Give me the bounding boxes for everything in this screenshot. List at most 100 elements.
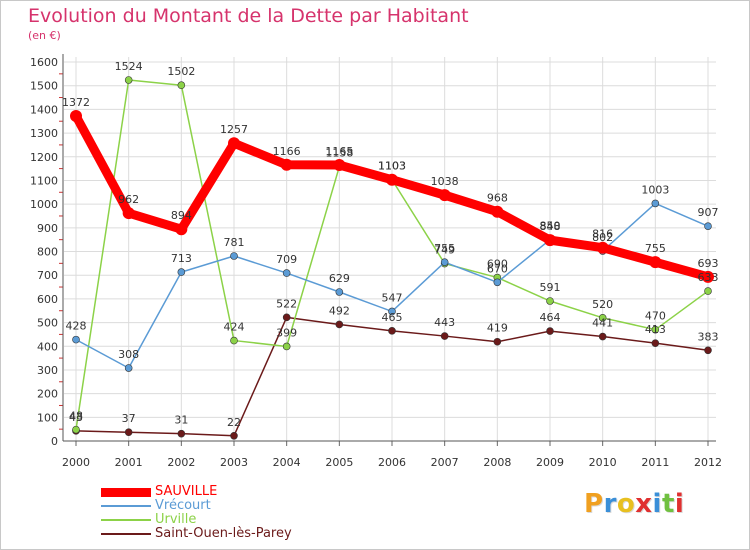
data-point bbox=[230, 431, 238, 440]
legend-label: Vrécourt bbox=[155, 498, 211, 513]
x-tick-label: 2000 bbox=[62, 456, 90, 469]
x-tick-label: 2006 bbox=[378, 456, 406, 469]
data-point bbox=[70, 110, 82, 123]
data-label: 968 bbox=[487, 192, 508, 205]
data-label: 22 bbox=[227, 416, 241, 429]
x-tick-label: 2003 bbox=[220, 456, 248, 469]
logo-letter: i bbox=[652, 489, 662, 519]
data-point bbox=[388, 307, 396, 316]
y-tick-label: 300 bbox=[37, 364, 58, 377]
data-point bbox=[177, 81, 186, 90]
x-tick-label: 2004 bbox=[273, 456, 301, 469]
data-label: 1158 bbox=[325, 147, 353, 160]
x-tick-label: 2011 bbox=[641, 456, 669, 469]
data-label: 522 bbox=[276, 297, 297, 310]
data-label: 48 bbox=[69, 410, 83, 423]
data-label: 850 bbox=[540, 220, 561, 233]
logo-letter: P bbox=[584, 489, 604, 519]
data-label: 690 bbox=[487, 258, 508, 271]
legend-swatch bbox=[101, 487, 151, 497]
data-label: 419 bbox=[487, 322, 508, 335]
data-point bbox=[651, 339, 660, 347]
legend-swatch bbox=[101, 533, 151, 535]
data-point bbox=[704, 287, 712, 295]
data-point bbox=[124, 428, 133, 437]
data-label: 308 bbox=[118, 348, 139, 361]
x-tick-label: 2001 bbox=[115, 456, 143, 469]
data-label: 428 bbox=[66, 320, 87, 333]
data-point bbox=[388, 327, 396, 335]
data-label: 709 bbox=[276, 253, 297, 266]
y-tick-label: 1500 bbox=[30, 80, 58, 93]
data-label: 591 bbox=[540, 281, 561, 294]
x-tick-label: 2008 bbox=[483, 456, 511, 469]
data-point bbox=[598, 332, 607, 341]
y-tick-label: 600 bbox=[37, 293, 58, 306]
logo-letter: i bbox=[674, 489, 685, 519]
data-label: 443 bbox=[434, 316, 455, 329]
y-tick-label: 1200 bbox=[30, 151, 58, 164]
data-point bbox=[438, 189, 451, 202]
data-point bbox=[704, 222, 712, 230]
data-point bbox=[122, 207, 135, 220]
data-point bbox=[72, 335, 80, 344]
data-label: 1165 bbox=[325, 145, 353, 158]
data-point bbox=[651, 199, 660, 208]
data-label: 1103 bbox=[378, 160, 406, 173]
legend-swatch bbox=[101, 519, 151, 521]
y-tick-label: 100 bbox=[37, 411, 58, 424]
data-point bbox=[702, 270, 714, 283]
data-label: 1372 bbox=[62, 96, 90, 109]
data-point bbox=[546, 327, 554, 335]
data-point bbox=[546, 297, 554, 305]
y-tick-label: 700 bbox=[37, 269, 58, 282]
data-point bbox=[335, 288, 344, 296]
data-label: 1103 bbox=[378, 160, 406, 173]
data-label: 424 bbox=[224, 321, 245, 334]
legend-label: SAUVILLE bbox=[155, 484, 218, 499]
data-point bbox=[440, 332, 449, 340]
logo-letter: x bbox=[635, 489, 653, 519]
data-label: 629 bbox=[329, 272, 350, 285]
proxiti-logo: Proxiti bbox=[584, 489, 684, 519]
y-tick-label: 500 bbox=[37, 317, 58, 330]
data-point bbox=[651, 325, 660, 334]
data-label: 547 bbox=[382, 291, 403, 304]
legend-label: Saint-Ouen-lès-Parey bbox=[155, 526, 292, 541]
chart-title: Evolution du Montant de la Dette par Hab… bbox=[28, 5, 469, 27]
data-point bbox=[72, 425, 80, 434]
data-label: 816 bbox=[592, 228, 613, 241]
data-label: 441 bbox=[592, 317, 613, 330]
data-label: 465 bbox=[382, 311, 403, 324]
data-point bbox=[493, 278, 502, 287]
data-label: 383 bbox=[698, 330, 719, 343]
data-point bbox=[280, 158, 293, 171]
y-tick-label: 200 bbox=[37, 388, 58, 401]
y-tick-label: 1000 bbox=[30, 198, 58, 211]
data-point bbox=[335, 320, 344, 329]
y-tick-label: 1300 bbox=[30, 127, 58, 140]
data-point bbox=[440, 258, 449, 266]
legend-label: Urville bbox=[155, 512, 197, 527]
data-label: 399 bbox=[276, 326, 297, 339]
data-label: 492 bbox=[329, 304, 350, 317]
x-tick-label: 2009 bbox=[536, 456, 564, 469]
data-label: 713 bbox=[171, 252, 192, 265]
data-label: 1038 bbox=[431, 175, 459, 188]
data-label: 755 bbox=[434, 242, 455, 255]
logo-letter: o bbox=[616, 489, 636, 519]
data-point bbox=[282, 313, 291, 322]
data-point bbox=[649, 256, 662, 269]
y-tick-label: 1400 bbox=[30, 103, 58, 116]
y-tick-label: 1100 bbox=[30, 174, 58, 187]
data-label: 894 bbox=[171, 209, 192, 222]
data-label: 520 bbox=[592, 298, 613, 311]
x-tick-label: 2007 bbox=[431, 456, 459, 469]
data-label: 781 bbox=[224, 236, 245, 249]
data-label: 802 bbox=[592, 231, 613, 244]
data-label: 37 bbox=[122, 412, 136, 425]
legend-swatch bbox=[101, 505, 151, 507]
data-label: 1524 bbox=[115, 60, 143, 73]
data-point bbox=[177, 268, 186, 276]
